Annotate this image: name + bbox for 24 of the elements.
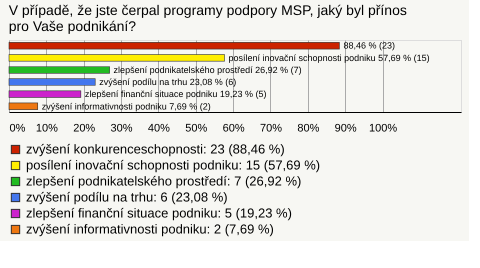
legend-label: zlepšení podnikatelského prostředí: 7 (26,92 %) (26, 174, 302, 188)
legend-label: posílení inovační schopnosti podniku: 15 (57,69 %) (26, 158, 320, 172)
legend-label: zvýšení podílu na trhu: 6 (23,08 %) (26, 190, 228, 204)
x-tick-label: 0% (10, 122, 26, 134)
x-tick-label: 100% (368, 122, 398, 134)
data-label: zlepšení finanční situace podniku 19,23 % (5) (84, 89, 266, 100)
x-tick-label: 70% (260, 122, 282, 134)
x-tick-label: 50% (185, 122, 208, 134)
x-tick-label: 60% (222, 122, 245, 134)
data-label: posílení inovační schopnosti podniku 57,69 % (15) (228, 52, 430, 63)
chart-title: V případě, že jste čerpal programy podpory MSP, jaký byl přínos pro Vaše podnikání? (8, 2, 407, 34)
data-label: zvýšení informativnosti podniku 7,69 % (2) (42, 101, 211, 112)
x-tick-label: 90% (334, 122, 357, 134)
data-label: 88,46 % (23) (343, 40, 395, 51)
data-label: zlepšení podnikatelského prostředí 26,92 % (7) (114, 64, 302, 75)
x-tick-label: 20% (73, 122, 96, 134)
legend-label: zvýšení informativnosti podniku: 2 (7,69 %) (26, 222, 274, 236)
x-tick-label: 40% (148, 122, 170, 134)
x-tick-label: 80% (297, 122, 320, 134)
data-label: zvýšení podílu na trhu 23,08 % (6) (99, 77, 236, 88)
legend-label: zvýšení konkurenceschopnosti: 23 (88,46 %) (26, 142, 285, 156)
x-tick-label: 10% (36, 122, 58, 134)
legend-label: zlepšení finanční situace podniku: 5 (19,23 %) (26, 206, 292, 220)
x-tick-label: 30% (110, 122, 133, 134)
